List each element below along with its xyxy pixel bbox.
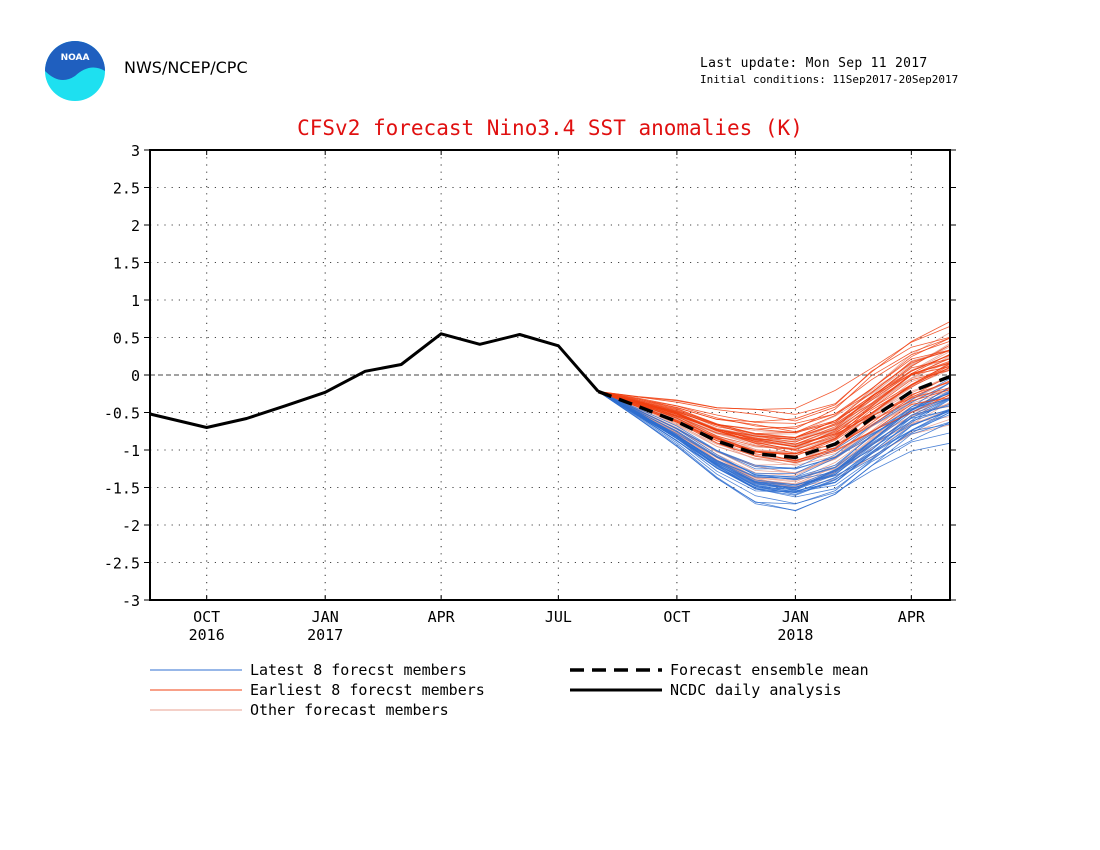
earliest-member-line xyxy=(598,380,951,452)
earliest-member-line xyxy=(598,354,951,438)
latest-member-line xyxy=(598,391,951,505)
other-member-line xyxy=(598,391,951,481)
grid-layer xyxy=(150,150,950,600)
x-tick-label: APR xyxy=(898,608,926,626)
y-tick-label: -1.5 xyxy=(104,480,140,498)
earliest-member-line xyxy=(598,362,951,447)
y-tick-label: -1 xyxy=(122,442,140,460)
initial-conditions-text: Initial conditions: 11Sep2017-20Sep2017 xyxy=(700,73,959,86)
earliest-member-line xyxy=(598,336,951,423)
x-tick-label: APR xyxy=(428,608,456,626)
y-tick-label: 1.5 xyxy=(113,255,140,273)
legend-observed-label: NCDC daily analysis xyxy=(670,681,842,699)
y-tick-label: -0.5 xyxy=(104,405,140,423)
x-tick-label: JUL xyxy=(545,608,572,626)
earliest-member-line xyxy=(598,362,951,439)
latest-member-line xyxy=(598,391,951,492)
x-tick-year-label: 2016 xyxy=(189,626,225,644)
legend-latest-label: Latest 8 forecst members xyxy=(250,661,467,679)
noaa-logo: NOAA xyxy=(45,41,105,101)
x-tick-year-label: 2017 xyxy=(307,626,343,644)
earliest-member-line xyxy=(598,340,951,422)
update-info: Last update: Mon Sep 11 2017 Initial con… xyxy=(700,56,958,86)
legend-earliest-label: Earliest 8 forecst members xyxy=(250,681,485,699)
y-tick-label: 3 xyxy=(131,142,140,160)
earliest-member-line xyxy=(598,350,951,424)
x-tick-label: OCT xyxy=(663,608,690,626)
x-tick-label: JAN xyxy=(312,608,339,626)
earliest-member-line xyxy=(598,337,951,434)
latest-member-line xyxy=(598,391,951,512)
y-tick-label: -2 xyxy=(122,517,140,535)
chart-title: CFSv2 forecast Nino3.4 SST anomalies (K) xyxy=(297,116,803,140)
observed-line xyxy=(149,332,600,429)
latest-member-line xyxy=(598,386,951,478)
y-tick-label: 2 xyxy=(131,217,140,235)
latest-member-line xyxy=(598,391,951,493)
other-member-line xyxy=(598,389,951,463)
x-tick-label: JAN xyxy=(782,608,809,626)
latest-member-line xyxy=(598,391,951,496)
x-tick-label: OCT xyxy=(193,608,220,626)
agency-label: NWS/NCEP/CPC xyxy=(124,58,248,77)
main-lines-layer xyxy=(149,332,951,460)
legend: Latest 8 forecst members Earliest 8 forec… xyxy=(150,661,869,719)
latest-member-line xyxy=(598,391,951,486)
earliest-member-line xyxy=(598,337,951,430)
earliest-member-line xyxy=(598,321,951,415)
y-tick-label: -3 xyxy=(122,592,140,610)
axes-layer: -3-2.5-2-1.5-1-0.500.511.522.53OCT2016JA… xyxy=(104,142,956,644)
earliest-member-line xyxy=(598,326,951,410)
plot-frame xyxy=(149,149,951,601)
y-tick-label: -2.5 xyxy=(104,555,140,573)
forecast-members-layer xyxy=(598,321,951,512)
earliest-member-line xyxy=(598,363,951,451)
noaa-logo-text: NOAA xyxy=(61,53,90,63)
ensemble-mean-line xyxy=(597,374,951,460)
y-tick-label: 0.5 xyxy=(113,330,140,348)
y-tick-label: 1 xyxy=(131,292,140,310)
legend-mean-label: Forecast ensemble mean xyxy=(670,661,869,679)
earliest-member-line xyxy=(598,353,951,455)
legend-other-label: Other forecast members xyxy=(250,701,449,719)
earliest-member-line xyxy=(598,354,951,434)
last-update-text: Last update: Mon Sep 11 2017 xyxy=(700,56,928,71)
x-tick-year-label: 2018 xyxy=(777,626,813,644)
y-tick-label: 0 xyxy=(131,367,140,385)
y-tick-label: 2.5 xyxy=(113,180,140,198)
